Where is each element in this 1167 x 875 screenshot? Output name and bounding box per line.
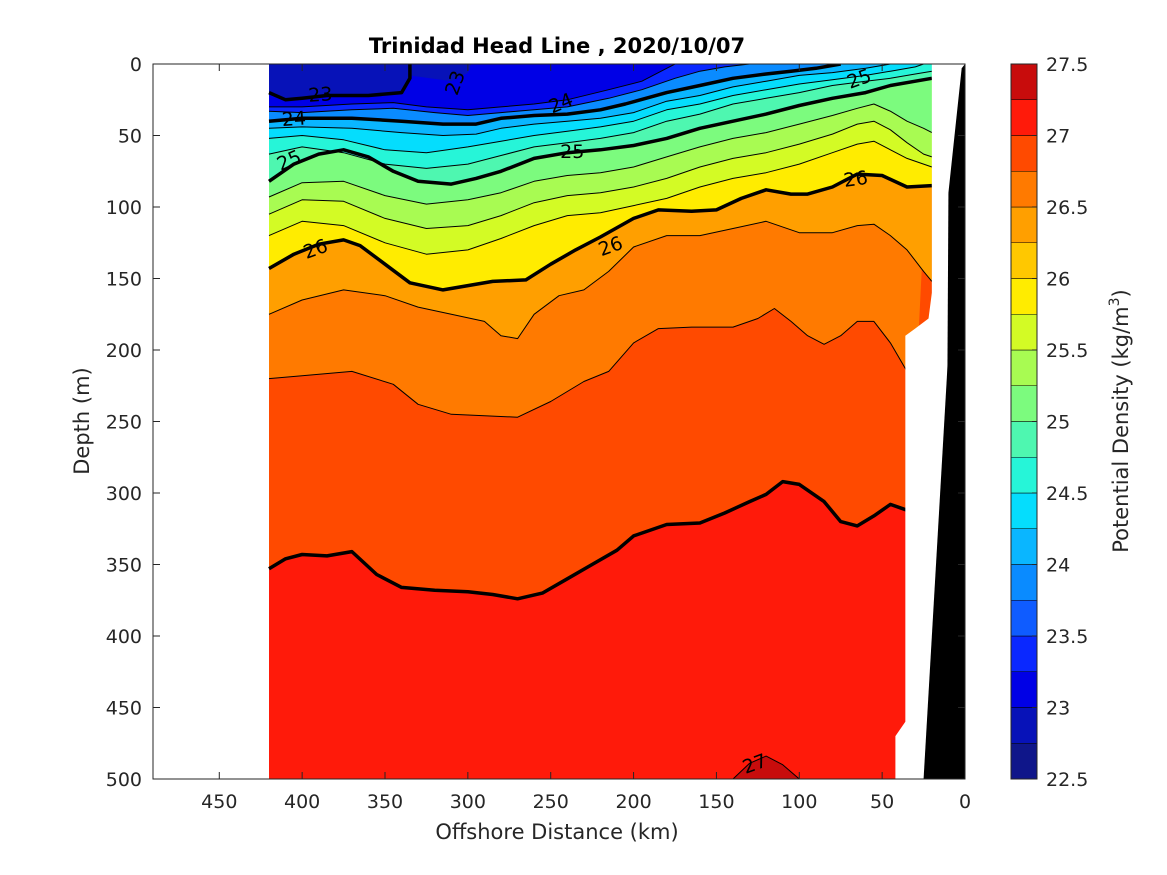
- colorbar-swatch: [1010, 206, 1038, 243]
- y-tick-label: 0: [130, 54, 142, 76]
- contour-label: 23: [308, 83, 334, 107]
- y-tick-label: 450: [106, 698, 142, 720]
- contour-line: [268, 140, 933, 255]
- colorbar-swatch: [1010, 635, 1038, 672]
- x-tick-label: 200: [615, 791, 651, 813]
- colorbar-tick-label: 24: [1046, 555, 1070, 577]
- contour-line: [268, 308, 916, 418]
- colorbar-swatch: [1010, 314, 1038, 351]
- colorbar-tick-label: 24.5: [1046, 483, 1088, 505]
- contour-label: 26: [842, 167, 869, 192]
- contour-lines: [268, 64, 934, 779]
- colorbar-swatch: [1010, 421, 1038, 458]
- colorbar-tick-label: 26: [1046, 269, 1070, 291]
- colorbar-swatch: [1010, 528, 1038, 565]
- density-bands: [269, 64, 932, 779]
- contour-line: [268, 220, 933, 340]
- contour-line: [268, 70, 932, 169]
- y-tick-label: 400: [106, 626, 142, 648]
- x-tick-label: 250: [533, 791, 569, 813]
- colorbar-tick-label: 27: [1046, 126, 1070, 148]
- colorbar-swatch: [1010, 99, 1038, 136]
- contour-line: [269, 64, 676, 111]
- colorbar-swatch: [1010, 242, 1038, 279]
- colorbar-swatch: [1010, 63, 1038, 100]
- contour-line: [732, 755, 800, 779]
- contour-line: [268, 172, 932, 292]
- colorbar-tick-label: 22.5: [1046, 769, 1088, 791]
- y-tick-label: 250: [106, 412, 142, 434]
- colorbar-tick-label: 23.5: [1046, 626, 1088, 648]
- colorbar-swatch: [1010, 564, 1038, 601]
- contour-line: [268, 64, 412, 102]
- contour-line: [268, 76, 933, 186]
- contour-label: 24: [281, 108, 307, 132]
- contour-line: [268, 103, 933, 205]
- contour-line: [268, 64, 924, 154]
- colorbar-swatch: [1010, 707, 1038, 744]
- colorbar-label: Potential Density (kg/m3): [1107, 289, 1133, 553]
- x-tick-label: 350: [367, 791, 403, 813]
- colorbar-swatch: [1010, 671, 1038, 708]
- y-tick-label: 50: [118, 126, 142, 148]
- colorbar-swatch: [1010, 171, 1038, 208]
- x-axis-label: Offshore Distance (km): [435, 820, 678, 844]
- colorbar-swatch: [1010, 743, 1038, 780]
- density-band: [409, 64, 472, 82]
- contour-line: [268, 64, 891, 136]
- colorbar: 27.5 27 26.5 26 25.5 25 24.5 24 23.5 23 22.5: [1010, 54, 1088, 791]
- contour-line: [268, 64, 841, 126]
- x-tick-label: 150: [698, 791, 734, 813]
- seafloor: [945, 64, 965, 779]
- y-tick-label: 100: [106, 197, 142, 219]
- contour-line: [268, 64, 750, 116]
- colorbar-tick-label: 26.5: [1046, 197, 1088, 219]
- colorbar-tick-label: 25.5: [1046, 340, 1088, 362]
- y-axis: 0 50 100 150 200 250 300 350 400 450 500: [106, 54, 965, 791]
- y-tick-label: 200: [106, 340, 142, 362]
- y-tick-label: 500: [106, 769, 142, 791]
- colorbar-tick-label: 27.5: [1046, 54, 1088, 76]
- y-tick-label: 350: [106, 555, 142, 577]
- colorbar-swatch: [1010, 278, 1038, 315]
- x-tick-label: 450: [201, 791, 237, 813]
- x-tick-label: 100: [781, 791, 817, 813]
- colorbar-swatch: [1010, 457, 1038, 494]
- density-band: [269, 64, 410, 100]
- x-tick-label: 300: [450, 791, 486, 813]
- chart-title: Trinidad Head Line , 2020/10/07: [369, 34, 745, 58]
- y-axis-label: Depth (m): [70, 367, 94, 474]
- contour-label: 25: [560, 141, 584, 163]
- x-tick-label: 50: [870, 791, 894, 813]
- contour-line: [268, 479, 934, 601]
- colorbar-swatch: [1010, 385, 1038, 422]
- colorbar-swatch: [1010, 349, 1038, 386]
- colorbar-swatch: [1010, 135, 1038, 172]
- colorbar-swatch: [1010, 492, 1038, 529]
- y-tick-label: 300: [106, 483, 142, 505]
- density-band: [733, 756, 800, 779]
- x-axis: 450 400 350 300 250 200 150 100 50 0: [201, 64, 971, 813]
- colorbar-tick-label: 23: [1046, 698, 1070, 720]
- bathymetry: [895, 64, 965, 779]
- x-tick-label: 400: [284, 791, 320, 813]
- x-tick-label: 0: [959, 791, 971, 813]
- colorbar-swatch: [1010, 600, 1038, 637]
- y-tick-label: 150: [106, 269, 142, 291]
- contour-line: [268, 120, 933, 229]
- colorbar-tick-label: 25: [1046, 412, 1070, 434]
